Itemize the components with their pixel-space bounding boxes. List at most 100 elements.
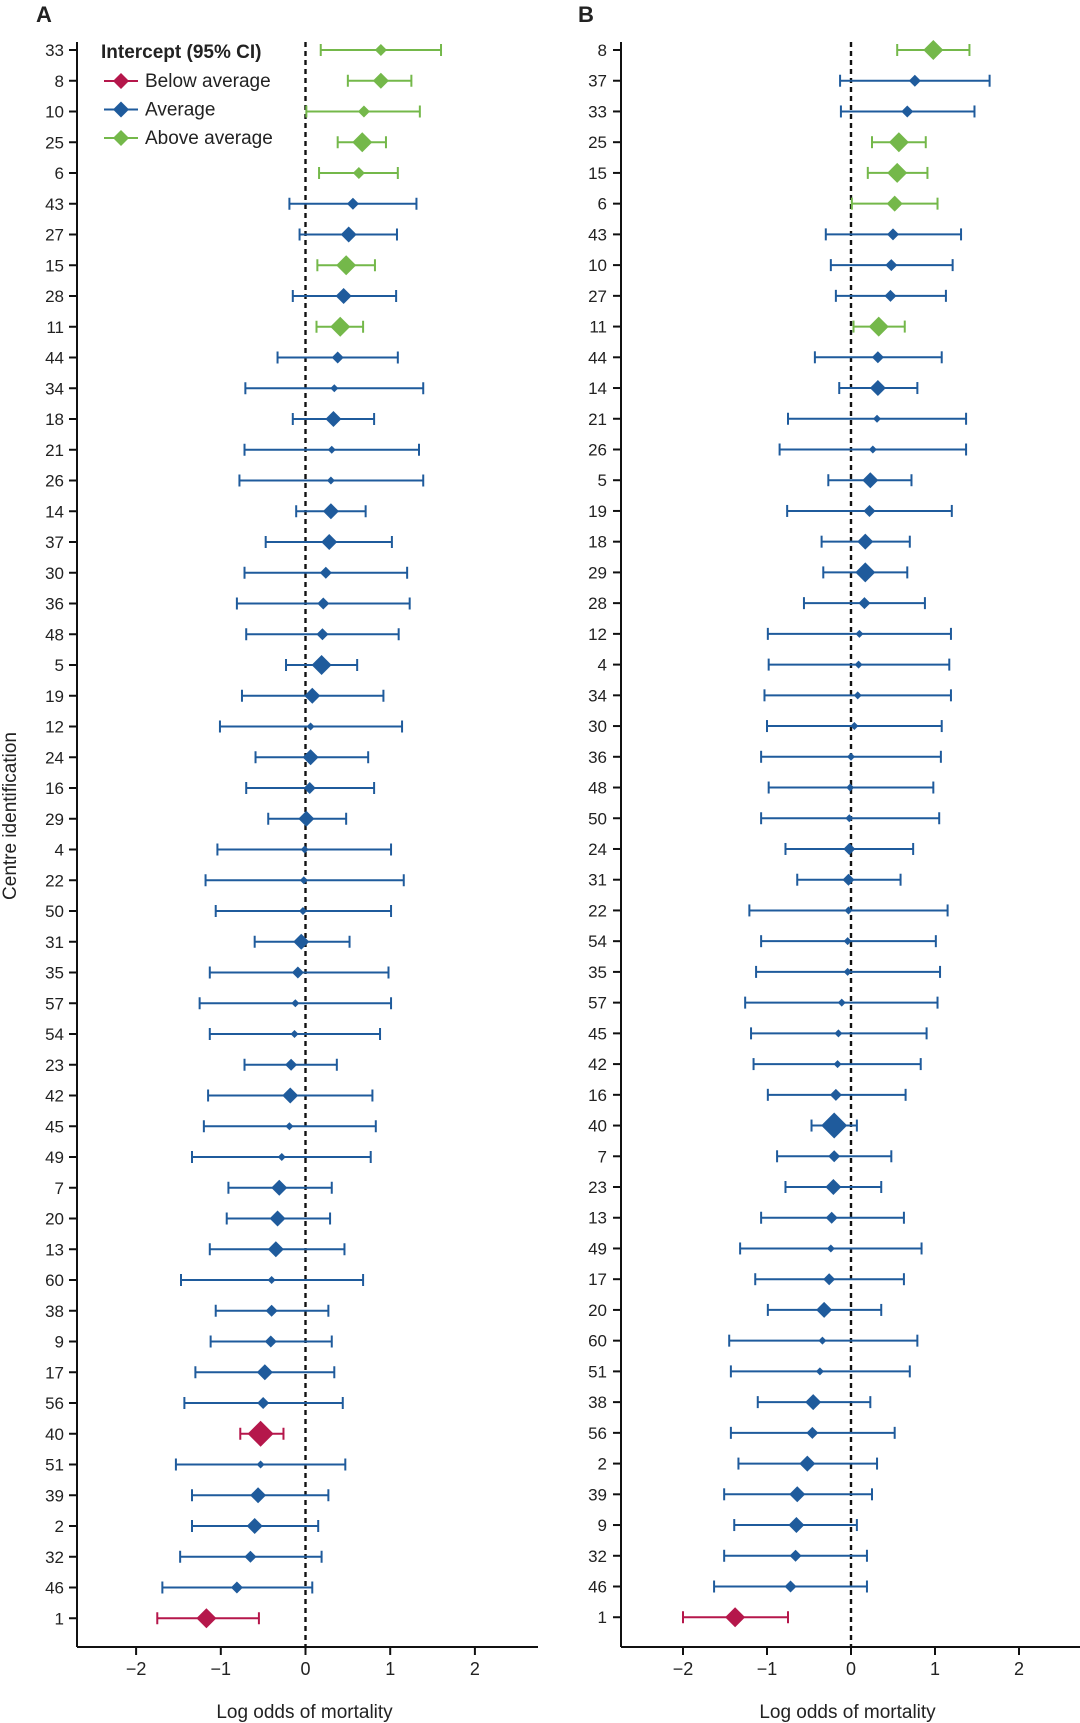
centre-label: 42 [45, 1087, 64, 1106]
centre-label: 16 [45, 779, 64, 798]
estimate-marker [330, 384, 339, 393]
estimate-marker [285, 1122, 294, 1131]
estimate-marker [843, 967, 852, 976]
estimate-marker [923, 40, 944, 60]
estimate-marker [330, 316, 351, 337]
estimate-marker [845, 814, 854, 823]
centre-label: 19 [45, 687, 64, 706]
estimate-marker [846, 783, 855, 792]
estimate-marker [805, 1394, 822, 1411]
centre-label: 5 [55, 656, 64, 675]
centre-label: 35 [588, 963, 607, 982]
centre-label: 60 [588, 1332, 607, 1351]
estimate-marker [298, 810, 315, 827]
estimate-marker [834, 1029, 843, 1038]
x-axis-label: Log odds of mortality [759, 1702, 936, 1723]
centre-label: 14 [45, 502, 64, 521]
x-tick-label: 1 [385, 1659, 395, 1679]
estimate-marker [816, 1301, 833, 1318]
centre-label: 46 [588, 1578, 607, 1597]
x-axis-label: Log odds of mortality [216, 1702, 393, 1723]
estimate-marker [317, 597, 330, 610]
legend-entry-label: Average [145, 100, 215, 121]
centre-label: 27 [588, 287, 607, 306]
centre-label: 39 [588, 1485, 607, 1504]
centre-label: 11 [46, 318, 64, 337]
estimate-marker [863, 504, 876, 517]
centre-label: 4 [55, 841, 64, 860]
centre-label: 18 [45, 410, 64, 429]
estimate-marker [858, 597, 871, 610]
centre-label: 2 [55, 1517, 64, 1536]
centre-label: 13 [588, 1209, 607, 1228]
centre-label: 31 [588, 871, 607, 890]
centre-label: 49 [45, 1148, 64, 1167]
centre-label: 16 [588, 1086, 607, 1105]
centre-label: 54 [45, 1025, 64, 1044]
estimate-marker [853, 691, 862, 700]
centre-label: 51 [45, 1456, 64, 1475]
estimate-marker [885, 259, 898, 272]
x-tick-label: 0 [846, 1659, 856, 1679]
x-tick-label: 1 [930, 1659, 940, 1679]
estimate-marker [277, 1153, 286, 1161]
estimate-marker [299, 876, 308, 885]
centre-label: 37 [45, 533, 64, 552]
estimate-marker [829, 1088, 842, 1101]
centre-label: 9 [55, 1333, 64, 1352]
centre-label: 34 [45, 379, 64, 398]
estimate-marker [290, 1030, 299, 1038]
estimate-marker [869, 380, 886, 397]
panel-label: B [578, 2, 594, 27]
centre-label: 40 [45, 1425, 64, 1444]
centre-label: 13 [45, 1240, 64, 1259]
centre-label: 23 [588, 1178, 607, 1197]
estimate-marker [271, 1179, 288, 1196]
estimate-marker [230, 1581, 243, 1594]
centre-label: 21 [588, 410, 607, 429]
centre-label: 39 [45, 1486, 64, 1505]
centre-label: 50 [45, 902, 64, 921]
x-tick-label: −1 [211, 1659, 232, 1679]
centre-label: 7 [598, 1147, 607, 1166]
centre-label: 8 [55, 72, 64, 91]
estimate-marker [322, 503, 339, 520]
estimate-marker [799, 1455, 816, 1472]
centre-label: 15 [45, 256, 64, 275]
estimate-marker [352, 132, 373, 153]
estimate-marker [321, 534, 338, 550]
estimate-marker [837, 998, 846, 1007]
centre-label: 20 [45, 1210, 64, 1229]
centre-label: 2 [598, 1455, 607, 1474]
centre-label: 19 [588, 502, 607, 521]
centre-label: 28 [588, 594, 607, 613]
x-tick-label: 0 [300, 1659, 310, 1679]
estimate-marker [850, 722, 859, 731]
centre-label: 37 [588, 72, 607, 91]
legend-entry-label: Below average [145, 71, 271, 92]
centre-label: 38 [45, 1302, 64, 1321]
estimate-marker [357, 105, 370, 118]
centre-label: 45 [45, 1117, 64, 1136]
estimate-marker [868, 445, 877, 454]
estimate-marker [311, 655, 332, 675]
centre-label: 27 [45, 226, 64, 245]
centre-label: 32 [45, 1548, 64, 1567]
centre-label: 33 [588, 102, 607, 121]
estimate-marker [257, 1397, 270, 1409]
estimate-marker [844, 906, 853, 915]
centre-label: 44 [45, 349, 64, 368]
centre-label: 6 [598, 195, 607, 214]
centre-label: 21 [45, 441, 64, 460]
estimate-marker [244, 1550, 257, 1563]
centre-label: 35 [45, 964, 64, 983]
y-axis-label: Centre identification [0, 732, 21, 900]
centre-label: 11 [589, 318, 607, 337]
centre-label: 30 [45, 564, 64, 583]
estimate-marker [825, 1179, 842, 1196]
centre-label: 31 [45, 933, 64, 952]
estimate-marker [264, 1335, 277, 1348]
centre-label: 48 [588, 779, 607, 798]
estimate-marker [325, 411, 342, 427]
